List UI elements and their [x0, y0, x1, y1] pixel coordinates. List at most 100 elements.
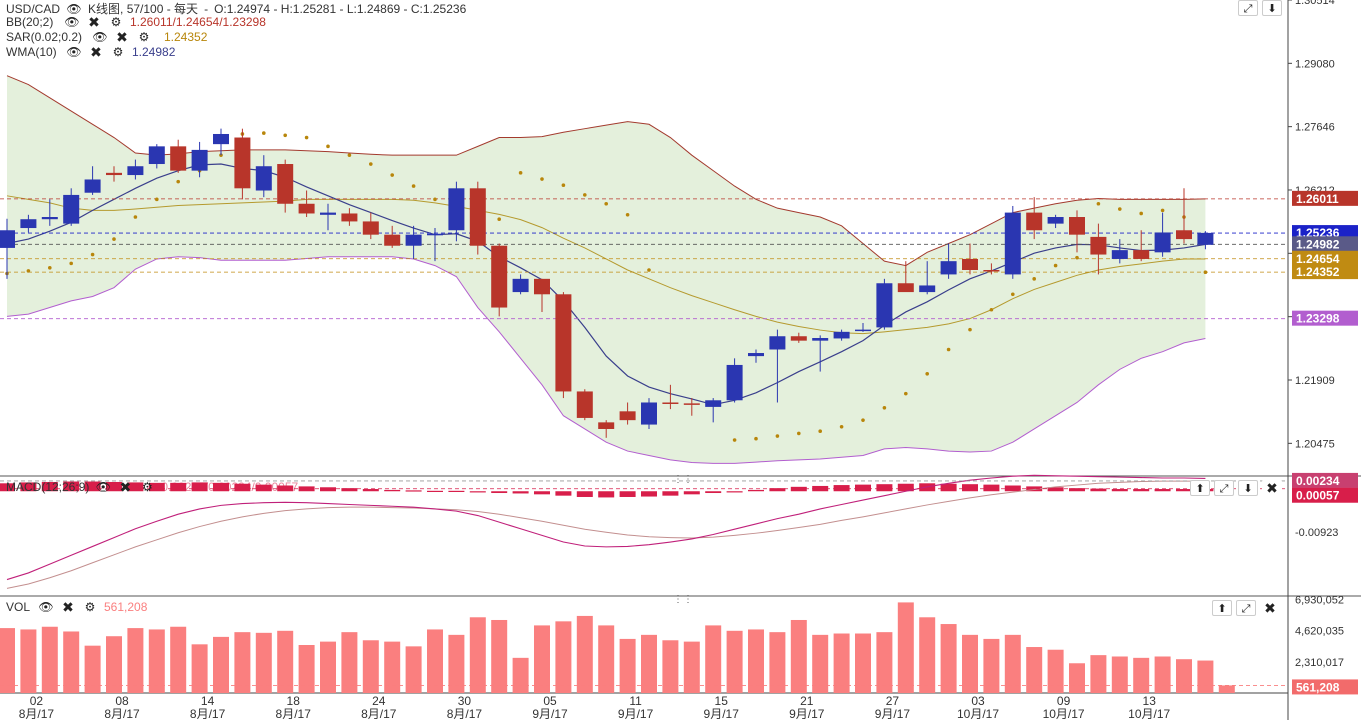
candle-body — [790, 336, 807, 341]
expand-icon[interactable]: ⤢ — [1236, 600, 1256, 616]
macd-histogram-bar — [748, 489, 764, 492]
gear-icon[interactable]: ⚙ — [84, 600, 96, 614]
close-icon[interactable]: ✖ — [116, 29, 128, 45]
candle — [170, 139, 187, 173]
sar-dot — [176, 179, 180, 184]
sar-dot — [26, 269, 31, 273]
candle — [534, 278, 550, 312]
candle-body — [1111, 250, 1128, 259]
macd-histogram-bar — [1047, 487, 1064, 492]
macd-histogram-bar — [84, 481, 101, 492]
macd-histogram-bar — [20, 482, 37, 492]
eye-icon[interactable]: 👁 — [38, 600, 54, 614]
candle-body — [362, 221, 379, 235]
sar-dot — [369, 162, 373, 166]
gear-icon[interactable]: ⚙ — [112, 45, 124, 59]
eye-icon[interactable]: 👁 — [66, 45, 82, 59]
candle — [1004, 205, 1021, 279]
time-axis-day-label: 09 — [1057, 694, 1071, 708]
candle-body — [234, 137, 251, 189]
arrow-up-icon[interactable]: ⬆ — [1190, 480, 1210, 496]
eye-icon[interactable]: 👁 — [66, 1, 82, 16]
volume-bar — [1176, 659, 1192, 693]
candle — [790, 332, 807, 343]
macd-histogram-bar — [855, 484, 871, 492]
volume-bar — [726, 630, 743, 693]
arrow-down-icon[interactable]: ⬇ — [1238, 480, 1258, 496]
bb-legend: BB(20;2) 👁 ✖ ⚙ 1.26011/1.24654/1.23298 — [6, 15, 266, 29]
sar-dot — [968, 327, 972, 332]
volume-bar — [320, 641, 336, 693]
arrow-down-icon[interactable]: ⬇ — [1262, 0, 1282, 16]
volume-bar — [555, 621, 572, 693]
volume-bar — [598, 625, 615, 693]
candle-body — [1176, 230, 1192, 240]
candle-body — [127, 166, 144, 176]
time-axis-day-label: 21 — [800, 694, 814, 708]
bb-upper-price-tag — [1292, 190, 1358, 206]
pane-resize-handle[interactable]: ⋮⋮ — [673, 594, 693, 605]
macd-histogram-bar — [191, 482, 208, 492]
close-icon[interactable]: ✖ — [90, 44, 102, 60]
volume-bar — [298, 645, 315, 693]
wma-price-tag — [1292, 236, 1358, 252]
pane-resize-handle[interactable]: ⋮⋮ — [673, 474, 693, 485]
symbol-label: USD/CAD — [6, 1, 61, 16]
macd-histogram-bar — [641, 491, 657, 497]
gear-icon[interactable]: ⚙ — [138, 30, 150, 44]
close-pane-icon[interactable]: ✖ — [1262, 480, 1282, 496]
bb-mid-price-tag-label: 1.24654 — [1296, 252, 1340, 266]
volume-bar — [127, 628, 144, 693]
close-pane-icon[interactable]: ✖ — [1260, 600, 1280, 616]
sar-dot — [133, 215, 138, 219]
sar-dot — [946, 347, 951, 352]
bb-label: BB(20;2) — [6, 15, 54, 29]
eye-icon[interactable]: 👁 — [92, 30, 108, 44]
macd-histogram-bar — [255, 484, 272, 492]
macd-histogram-bar — [148, 482, 165, 492]
candle-body — [555, 294, 572, 392]
macd-histogram-bar — [0, 483, 15, 492]
gear-icon[interactable]: ⚙ — [141, 480, 153, 494]
macd-signal-line — [6, 480, 1206, 589]
eye-icon[interactable]: 👁 — [95, 480, 111, 494]
volume-bar — [84, 645, 101, 693]
gear-icon[interactable]: ⚙ — [110, 15, 122, 29]
macd-histogram-bar — [41, 481, 58, 492]
macd-histogram-bar — [384, 489, 401, 492]
candle — [427, 228, 443, 262]
close-icon[interactable]: ✖ — [88, 14, 100, 30]
main-pane-toolbar: ⤢ ⬇ — [1238, 0, 1282, 16]
sar-dot — [583, 193, 587, 197]
candle-body — [897, 283, 914, 293]
macd-histogram-bar — [983, 484, 1000, 492]
macd-histogram-bar — [1026, 486, 1043, 492]
volume-bar — [641, 634, 657, 693]
candle — [683, 398, 700, 416]
candle — [1197, 231, 1214, 250]
macd-histogram-bar — [833, 485, 850, 492]
candle — [277, 159, 294, 213]
candle — [748, 349, 764, 363]
wma-price-tag-label: 1.24982 — [1296, 237, 1340, 251]
expand-icon[interactable]: ⤢ — [1238, 0, 1258, 16]
macd-label: MACD(12;26;9) — [6, 480, 90, 494]
time-axis-day-label: 14 — [201, 694, 215, 708]
sar-dot — [904, 391, 908, 396]
volume-bar — [1197, 660, 1214, 693]
macd-histogram-bar — [1154, 489, 1171, 492]
close-icon[interactable]: ✖ — [62, 599, 74, 615]
candle — [1026, 197, 1043, 240]
arrow-up-icon[interactable]: ⬆ — [1212, 600, 1232, 616]
candle-body — [84, 179, 101, 193]
time-axis-month-label: 9月/17 — [532, 707, 568, 720]
macd-histogram-bar — [598, 491, 615, 498]
expand-icon[interactable]: ⤢ — [1214, 480, 1234, 496]
volume-bar — [148, 629, 165, 693]
candle-body — [1026, 212, 1043, 231]
chart-type-label: K线图, 57/100 - 每天 — [88, 2, 199, 16]
eye-icon[interactable]: 👁 — [64, 15, 80, 29]
sar-dot — [839, 424, 844, 429]
candle-body — [191, 149, 208, 171]
close-icon[interactable]: ✖ — [119, 479, 132, 495]
